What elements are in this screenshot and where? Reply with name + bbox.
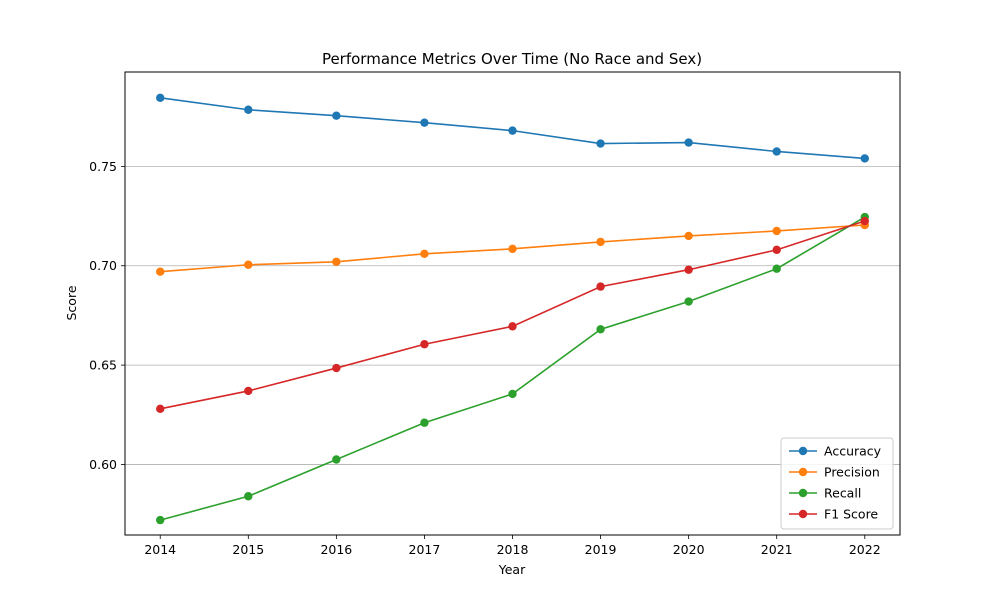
y-tick-label: 0.70 [89,258,117,273]
data-point-f1-score [684,265,693,274]
legend-marker-recall [798,488,808,498]
legend-box [780,437,894,530]
data-point-precision [772,226,781,236]
data-point-f1-score [596,282,605,291]
legend-item-precision: Precision [789,465,880,480]
legend-item-accuracy: Accuracy [789,444,882,459]
data-point-precision [156,267,165,276]
legend-item-recall: Recall [789,486,861,501]
data-point-f1-score [508,322,517,331]
data-point-accuracy [244,105,253,114]
data-point-precision [420,249,429,259]
data-point-f1-score [860,216,869,226]
data-point-precision [684,231,693,241]
y-tick-label: 0.65 [89,358,117,373]
legend: Accuracy Precision Recall F1 Score [780,437,894,530]
data-point-f1-score [420,340,429,349]
data-point-precision [508,244,517,254]
data-point-f1-score [156,404,165,414]
x-tick-label: 2019 [585,542,617,557]
legend-item-f1-score: F1 Score [789,507,878,522]
data-point-precision [244,260,253,269]
y-tick-label: 0.75 [89,159,117,174]
data-point-recall [596,325,605,334]
data-point-accuracy [772,147,781,156]
x-tick-label: 2017 [409,542,441,557]
y-axis-label: Score [64,285,79,320]
x-axis-label: Year [498,562,526,577]
legend-marker-precision [798,467,808,477]
data-point-accuracy [684,138,693,147]
data-point-accuracy [332,111,341,120]
data-point-precision [332,257,341,266]
x-axis-ticks: 2014 2015 2016 2017 2018 2019 2020 2021 2022 [144,535,881,557]
data-point-accuracy [596,139,605,148]
x-tick-label: 2018 [497,542,529,557]
legend-label-f1-score: F1 Score [824,507,878,522]
chart-title: Performance Metrics Over Time (No Race a… [322,50,702,68]
x-tick-label: 2014 [144,542,176,557]
legend-marker-f1-score [798,509,808,519]
data-point-recall [772,264,781,273]
data-point-accuracy [156,93,165,103]
series-layer [156,93,869,525]
legend-label-recall: Recall [824,486,861,501]
data-point-f1-score [772,245,781,255]
x-tick-label: 2020 [673,542,705,557]
legend-label-precision: Precision [824,465,880,480]
legend-marker-accuracy [798,446,808,456]
data-point-recall [244,492,253,501]
series-recall [156,212,869,525]
data-point-recall [156,515,165,525]
data-point-recall [420,418,429,427]
y-axis-ticks: 0.60 0.65 0.70 0.75 [89,159,125,472]
data-point-f1-score [244,386,253,396]
x-tick-label: 2016 [320,542,352,557]
y-tick-label: 0.60 [89,457,117,472]
series-f1-score [156,216,869,414]
data-point-f1-score [332,363,341,373]
data-point-accuracy [860,154,869,163]
data-point-recall [332,455,341,464]
data-point-accuracy [508,126,517,135]
x-tick-label: 2022 [849,542,881,557]
x-tick-label: 2021 [761,542,793,557]
data-point-recall [684,297,693,306]
data-point-precision [596,237,605,247]
data-point-accuracy [420,118,429,127]
x-tick-label: 2015 [232,542,264,557]
data-point-recall [508,389,517,399]
legend-label-accuracy: Accuracy [824,444,882,459]
series-accuracy [156,93,869,163]
grid [125,165,900,465]
